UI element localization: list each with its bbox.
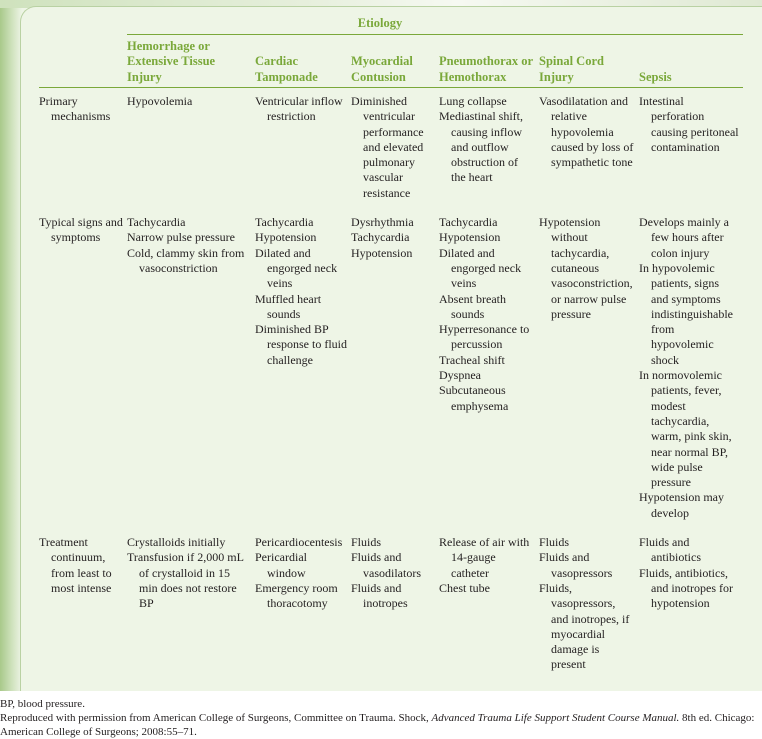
table-cell: Crystalloids initially Transfusion if 2,0… [127,529,255,681]
cell-item: Fluids [539,535,570,550]
cell-item: Tachycardia [255,215,314,230]
cell-item: Diminished ventricular performance and e… [351,94,424,200]
cell-item: Fluids and inotropes [351,580,408,611]
cell-item: Dysrhythmia [351,215,414,230]
cell-item: Subcutaneous emphysema [439,383,509,413]
table-panel: Etiology Hemorrhage or Extensive Tissue … [0,0,762,691]
cell-item: Mediastinal shift, causing inflow and ou… [439,109,523,185]
column-header: Sepsis [639,66,743,88]
table-cell: Lung collapse Mediastinal shift, causing … [439,88,539,209]
cell-item: Pericardial window [255,550,307,580]
cell-item: Fluids and vasopressors [539,550,613,580]
top-band [0,0,762,8]
cell-item: Release of air with 14-gauge catheter [439,535,530,580]
cell-item: Fluids, vasopressors, and inotropes, if … [539,580,630,672]
table-cell: Fluids and antibiotics Fluids, antibiotic… [639,529,743,681]
cell-item: Tracheal shift [439,352,505,367]
column-header: Pneumothorax or Hemothorax [439,50,539,88]
column-header: Hemorrhage or Extensive Tissue Injury [127,35,255,88]
cell-item: Muffled heart sounds [255,291,322,321]
cell-item: Hypotension may develop [639,490,724,520]
cell-item: Chest tube [439,580,490,595]
table-cell: Dysrhythmia Tachycardia Hypotension [351,209,439,529]
row-label: Typical signs and symptoms [39,215,123,245]
cell-item: Absent breath sounds [439,291,506,321]
cell-item: Hypovolemia [127,94,193,108]
table-cell: Vasodilatation and relative hypovolemia … [539,88,639,209]
table-cell: Hypovolemia [127,88,255,209]
cell-item: Tachycardia [439,215,498,230]
table-cell: Release of air with 14-gauge catheter Che… [439,529,539,681]
row-label: Primary mechanisms [39,94,111,124]
table-cell: Develops mainly a few hours after colon … [639,209,743,529]
footnote-abbrev: BP, blood pressure. [0,697,85,710]
source-text: Reproduced with permission from American… [0,711,432,724]
cell-item: Dyspnea [439,368,481,383]
cell-item: Develops mainly a few hours after colon … [639,215,729,260]
footnote-source: Reproduced with permission from American… [0,711,762,739]
cell-item: Fluids [351,535,382,550]
cell-item: Fluids and vasodilators [351,550,421,580]
table-cell: Tachycardia Hypotension Dilated and engorg… [255,209,351,529]
cell-item: In hypovolemic patients, signs and sympt… [639,260,733,367]
cell-item: Crystalloids initially [127,535,226,550]
etiology-row: Etiology [39,16,743,35]
table-cell: Fluids Fluids and vasopressors Fluids, vas… [539,529,639,681]
table-cell: Ventricular inflow restriction [255,88,351,209]
column-header: Cardiac Tamponade [255,50,351,88]
cell-item: Tachycardia [351,230,410,245]
cell-item: Ventricular inflow restriction [255,94,343,124]
cell-item: Diminished BP response to fluid challeng… [255,322,347,367]
column-header: Myocardial Contusion [351,50,439,88]
cell-item: Fluids, antibiotics, and inotropes for h… [639,565,733,611]
table-cell: Hypotension without tachycardia, cutaneo… [539,209,639,529]
cell-item: In normovolemic patients, fever, modest … [639,368,732,490]
row-header: Typical signs and symptoms [39,209,127,529]
header-corner [39,81,127,88]
column-header: Spinal Cord Injury [539,50,639,88]
table-cell: Tachycardia Hypotension Dilated and engorg… [439,209,539,529]
row-label: Treatment continuum, from least to most … [39,535,112,595]
row-header: Treatment continuum, from least to most … [39,529,127,681]
cell-item: Dilated and engorged neck veins [439,245,522,291]
cell-item: Tachycardia [127,215,186,230]
cell-item: Narrow pulse pressure [127,230,235,245]
footnotes: BP, blood pressure. Reproduced with perm… [0,691,762,739]
table-cell: Pericardiocentesis Pericardial window Emer… [255,529,351,681]
source-title: Advanced Trauma Life Support Student Cou… [431,711,680,724]
table-cell: Tachycardia Narrow pulse pressure Cold, cl… [127,209,255,529]
table-cell: Diminished ventricular performance and e… [351,88,439,209]
cell-item: Cold, clammy skin from vasoconstriction [127,245,245,275]
cell-item: Intestinal perforation causing peritonea… [639,94,739,154]
group-header-etiology: Etiology [127,16,743,35]
table-cell: Intestinal perforation causing peritonea… [639,88,743,209]
cell-item: Emergency room thoracotomy [255,580,338,611]
shock-table: Hemorrhage or Extensive Tissue Injury Car… [39,35,743,681]
cell-item: Lung collapse [439,94,507,108]
cell-item: Dilated and engorged neck veins [255,245,338,291]
cell-item: Hypotension [439,230,501,245]
cell-item: Hyperresonance to percussion [439,322,530,352]
cell-item: Transfusion if 2,000 mL of crystalloid i… [127,550,244,611]
cell-item: Hypotension [255,230,317,245]
cell-item: Vasodilatation and relative hypovolemia … [539,94,634,170]
table-inner: Etiology Hemorrhage or Extensive Tissue … [20,6,762,691]
cell-item: Hypotension without tachycardia, cutaneo… [539,215,633,321]
row-header: Primary mechanisms [39,88,127,209]
cell-item: Hypotension [351,245,413,260]
cell-item: Fluids and antibiotics [639,535,701,565]
table-cell: Fluids Fluids and vasodilators Fluids and … [351,529,439,681]
cell-item: Pericardiocentesis [255,535,343,550]
